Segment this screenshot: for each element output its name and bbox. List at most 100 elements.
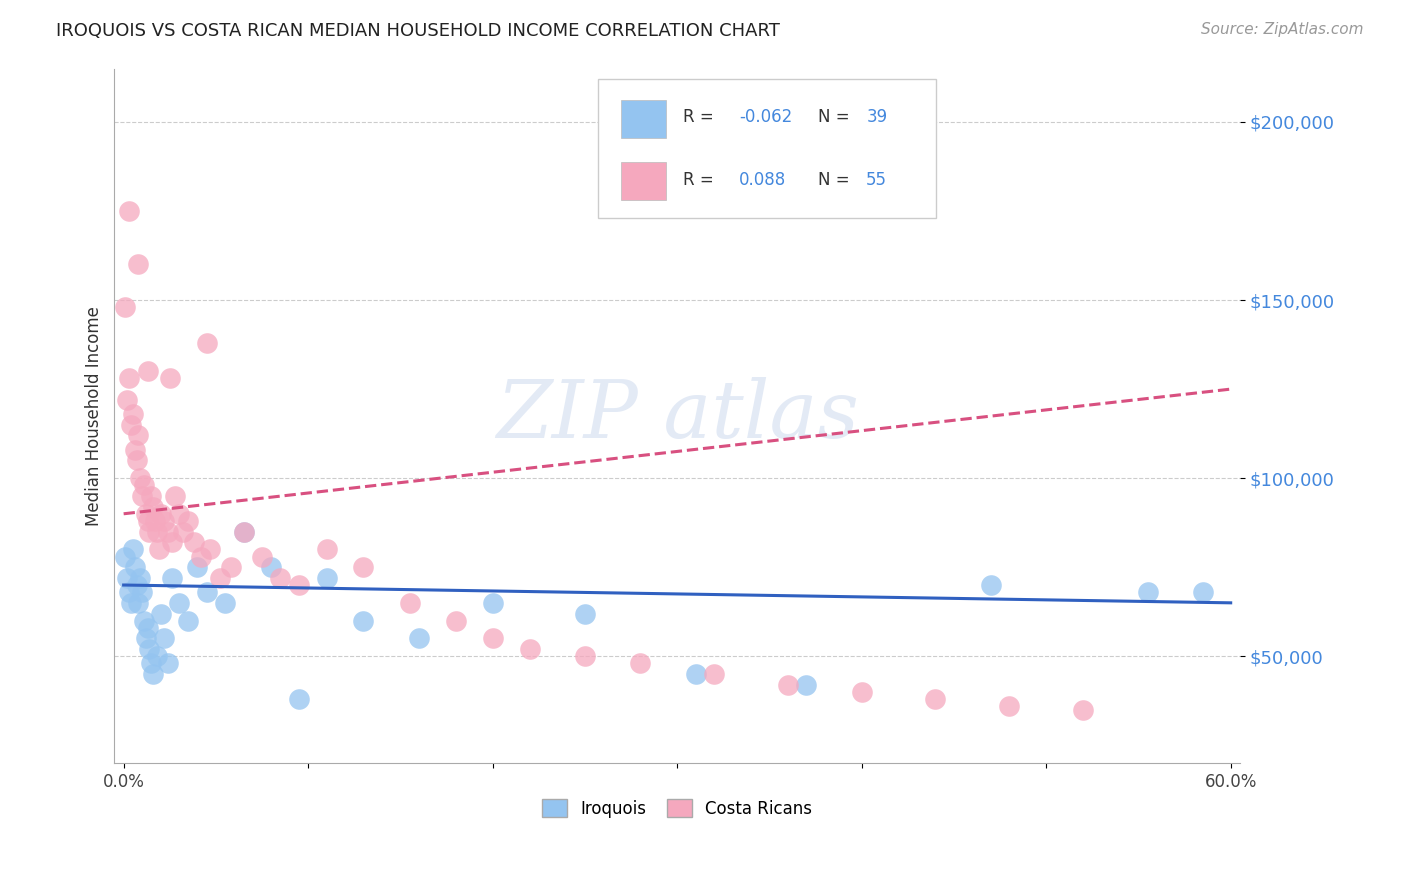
Point <box>127 428 149 442</box>
Point <box>136 514 159 528</box>
Point <box>146 524 169 539</box>
Point <box>132 614 155 628</box>
Point <box>141 657 163 671</box>
Point <box>628 657 651 671</box>
Point <box>998 699 1021 714</box>
Point <box>200 542 222 557</box>
Point <box>1136 585 1159 599</box>
Point <box>851 685 873 699</box>
Text: 39: 39 <box>866 108 887 126</box>
Point <box>160 535 183 549</box>
Text: -0.062: -0.062 <box>740 108 793 126</box>
Point <box>288 578 311 592</box>
Point <box>159 371 181 385</box>
Point <box>118 204 141 219</box>
Point <box>141 489 163 503</box>
Point <box>146 649 169 664</box>
Point <box>118 585 141 599</box>
Point <box>190 549 212 564</box>
Point <box>131 585 153 599</box>
Point <box>260 560 283 574</box>
Point <box>136 621 159 635</box>
Text: Source: ZipAtlas.com: Source: ZipAtlas.com <box>1201 22 1364 37</box>
Point <box>127 257 149 271</box>
Point <box>353 614 375 628</box>
Point <box>149 507 172 521</box>
FancyBboxPatch shape <box>599 78 936 218</box>
Text: 0.088: 0.088 <box>740 170 786 188</box>
Point <box>117 571 139 585</box>
FancyBboxPatch shape <box>621 162 666 201</box>
Point <box>980 578 1002 592</box>
Point <box>177 514 200 528</box>
Point <box>1071 703 1094 717</box>
Point <box>132 478 155 492</box>
Point <box>160 571 183 585</box>
Point <box>186 560 208 574</box>
Point <box>519 642 541 657</box>
Point <box>177 614 200 628</box>
Point <box>114 300 136 314</box>
FancyBboxPatch shape <box>621 100 666 138</box>
Point <box>574 607 596 621</box>
Point <box>135 507 157 521</box>
Point <box>142 500 165 514</box>
Point <box>288 692 311 706</box>
Point <box>315 571 337 585</box>
Point <box>703 667 725 681</box>
Point <box>776 678 799 692</box>
Point <box>138 524 160 539</box>
Point <box>208 571 231 585</box>
Point <box>121 407 143 421</box>
Y-axis label: Median Household Income: Median Household Income <box>86 306 103 525</box>
Point <box>232 524 254 539</box>
Text: N =: N = <box>818 108 855 126</box>
Point <box>353 560 375 574</box>
Point <box>269 571 291 585</box>
Point <box>444 614 467 628</box>
Point <box>195 585 218 599</box>
Point <box>120 417 142 432</box>
Point <box>924 692 946 706</box>
Text: 55: 55 <box>866 170 887 188</box>
Point <box>153 632 176 646</box>
Point <box>167 507 190 521</box>
Point <box>118 371 141 385</box>
Text: R =: R = <box>683 108 718 126</box>
Point <box>165 489 187 503</box>
Point <box>120 596 142 610</box>
Point <box>481 596 503 610</box>
Point <box>149 607 172 621</box>
Point <box>129 571 152 585</box>
Point <box>195 335 218 350</box>
Point <box>127 596 149 610</box>
Point <box>156 524 179 539</box>
Point <box>219 560 242 574</box>
Point <box>172 524 194 539</box>
Point <box>685 667 707 681</box>
Point <box>143 514 166 528</box>
Legend: Iroquois, Costa Ricans: Iroquois, Costa Ricans <box>536 793 818 824</box>
Text: ZIP atlas: ZIP atlas <box>496 377 859 455</box>
Text: IROQUOIS VS COSTA RICAN MEDIAN HOUSEHOLD INCOME CORRELATION CHART: IROQUOIS VS COSTA RICAN MEDIAN HOUSEHOLD… <box>56 22 780 40</box>
Point <box>408 632 430 646</box>
Point <box>125 453 148 467</box>
Point <box>214 596 236 610</box>
Point <box>1192 585 1215 599</box>
Point <box>167 596 190 610</box>
Point <box>794 678 817 692</box>
Point <box>125 578 148 592</box>
Point <box>315 542 337 557</box>
Point <box>481 632 503 646</box>
Point <box>124 442 146 457</box>
Point <box>574 649 596 664</box>
Point <box>136 364 159 378</box>
Point <box>121 542 143 557</box>
Point <box>135 632 157 646</box>
Point <box>117 392 139 407</box>
Point <box>153 514 176 528</box>
Point <box>124 560 146 574</box>
Point <box>138 642 160 657</box>
Point <box>148 542 170 557</box>
Point <box>232 524 254 539</box>
